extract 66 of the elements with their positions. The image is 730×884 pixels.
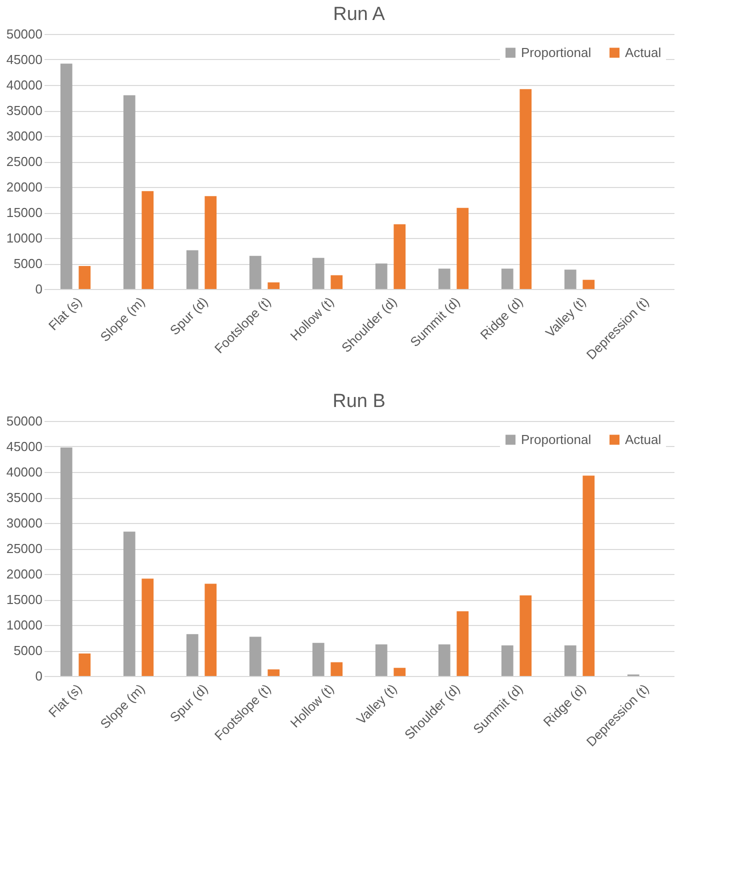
y-tick-label: 30000 <box>6 128 42 144</box>
bar <box>60 64 72 289</box>
y-tick-label: 0 <box>35 282 42 296</box>
bar <box>268 669 280 676</box>
y-tick-label: 30000 <box>6 516 42 530</box>
y-tick-label: 0 <box>35 668 42 684</box>
y-tick-label: 25000 <box>6 154 42 169</box>
bar <box>375 264 388 289</box>
bar <box>564 270 576 289</box>
bar <box>438 644 450 676</box>
bar <box>501 268 514 289</box>
bar <box>456 208 469 289</box>
y-tick-label: 40000 <box>6 78 42 92</box>
y-tick-label: 35000 <box>6 103 42 118</box>
y-tick-label: 10000 <box>6 618 42 632</box>
bar <box>78 266 91 289</box>
bar <box>312 258 324 289</box>
bar <box>186 634 198 676</box>
x-tick-label: Flat (s) <box>45 294 85 334</box>
bar <box>375 644 388 676</box>
y-tick-label: 35000 <box>6 490 42 505</box>
bar <box>564 645 576 676</box>
bar <box>582 476 595 676</box>
bar <box>330 275 343 289</box>
y-tick-label: 45000 <box>6 439 42 454</box>
y-tick-label: 50000 <box>6 414 42 428</box>
bar <box>312 642 324 676</box>
bar <box>249 256 262 289</box>
y-tick-label: 25000 <box>6 541 42 556</box>
y-tick-label: 50000 <box>6 26 42 42</box>
chart-title: Run A <box>333 4 386 25</box>
bar <box>60 448 72 676</box>
bar <box>123 95 136 289</box>
y-tick-label: 40000 <box>6 464 42 480</box>
y-tick-label: 20000 <box>6 180 42 194</box>
bar <box>520 595 532 676</box>
bar <box>582 280 595 289</box>
bar <box>520 89 532 289</box>
bar <box>249 636 262 676</box>
bar <box>394 224 406 289</box>
y-tick-label: 45000 <box>6 52 42 67</box>
legend-label: Actual <box>625 44 662 60</box>
y-tick-label: 10000 <box>6 230 42 246</box>
y-tick-label: 15000 <box>6 205 42 220</box>
bar <box>142 191 154 289</box>
legend-label: Actual <box>625 432 662 447</box>
bar <box>186 250 198 289</box>
bar <box>204 196 217 289</box>
bar <box>204 584 217 676</box>
y-tick-label: 5000 <box>14 256 42 271</box>
y-tick-label: 20000 <box>6 566 42 582</box>
bar <box>78 654 91 676</box>
y-tick-label: 15000 <box>6 592 42 607</box>
bar <box>438 268 450 289</box>
legend-label: Proportional <box>521 44 592 60</box>
bar <box>142 578 154 676</box>
legend-label: Proportional <box>521 432 592 447</box>
y-tick-label: 5000 <box>14 643 42 658</box>
bar <box>268 282 280 289</box>
chart-title: Run B <box>332 391 386 412</box>
x-tick-label: Flat (s) <box>45 681 85 720</box>
bar <box>123 532 136 676</box>
bar <box>330 662 343 676</box>
bar <box>394 668 406 676</box>
bar <box>456 611 469 676</box>
bar <box>501 645 514 676</box>
